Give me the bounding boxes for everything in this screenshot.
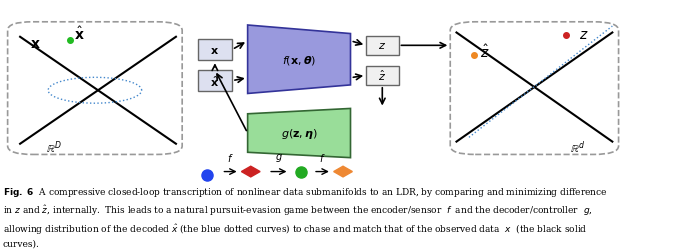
Text: $\mathbf{x}$: $\mathbf{x}$ xyxy=(210,45,219,55)
Text: $\hat{\mathbf{x}}$: $\hat{\mathbf{x}}$ xyxy=(74,26,85,43)
Polygon shape xyxy=(248,109,350,158)
Text: $\hat{z}$: $\hat{z}$ xyxy=(480,44,489,61)
Text: $f(\mathbf{x}, \boldsymbol{\theta})$: $f(\mathbf{x}, \boldsymbol{\theta})$ xyxy=(282,53,316,67)
Text: $z$: $z$ xyxy=(378,41,387,51)
Text: $f$: $f$ xyxy=(319,152,325,164)
Polygon shape xyxy=(334,167,353,177)
Text: $\mathbb{R}^D$: $\mathbb{R}^D$ xyxy=(46,139,62,156)
Text: $\mathbf{Fig.\ 6}$  A compressive closed-loop transcription of nonlinear data su: $\mathbf{Fig.\ 6}$ A compressive closed-… xyxy=(3,186,607,248)
Text: $\mathbb{R}^d$: $\mathbb{R}^d$ xyxy=(570,139,586,156)
FancyBboxPatch shape xyxy=(450,23,618,155)
Text: $\hat{z}$: $\hat{z}$ xyxy=(378,69,387,83)
FancyBboxPatch shape xyxy=(366,37,398,56)
FancyBboxPatch shape xyxy=(8,23,183,155)
Text: $g$: $g$ xyxy=(275,152,282,164)
Polygon shape xyxy=(248,26,350,94)
Text: $\mathbf{x}$: $\mathbf{x}$ xyxy=(31,37,41,51)
FancyBboxPatch shape xyxy=(198,71,232,92)
Polygon shape xyxy=(242,167,260,177)
Text: $g(\mathbf{z}, \boldsymbol{\eta})$: $g(\mathbf{z}, \boldsymbol{\eta})$ xyxy=(280,127,318,140)
Text: $f$: $f$ xyxy=(227,152,233,164)
Text: $z$: $z$ xyxy=(579,27,589,41)
FancyBboxPatch shape xyxy=(366,66,398,86)
Text: $\hat{\mathbf{x}}$: $\hat{\mathbf{x}}$ xyxy=(210,74,219,88)
FancyBboxPatch shape xyxy=(198,40,232,61)
